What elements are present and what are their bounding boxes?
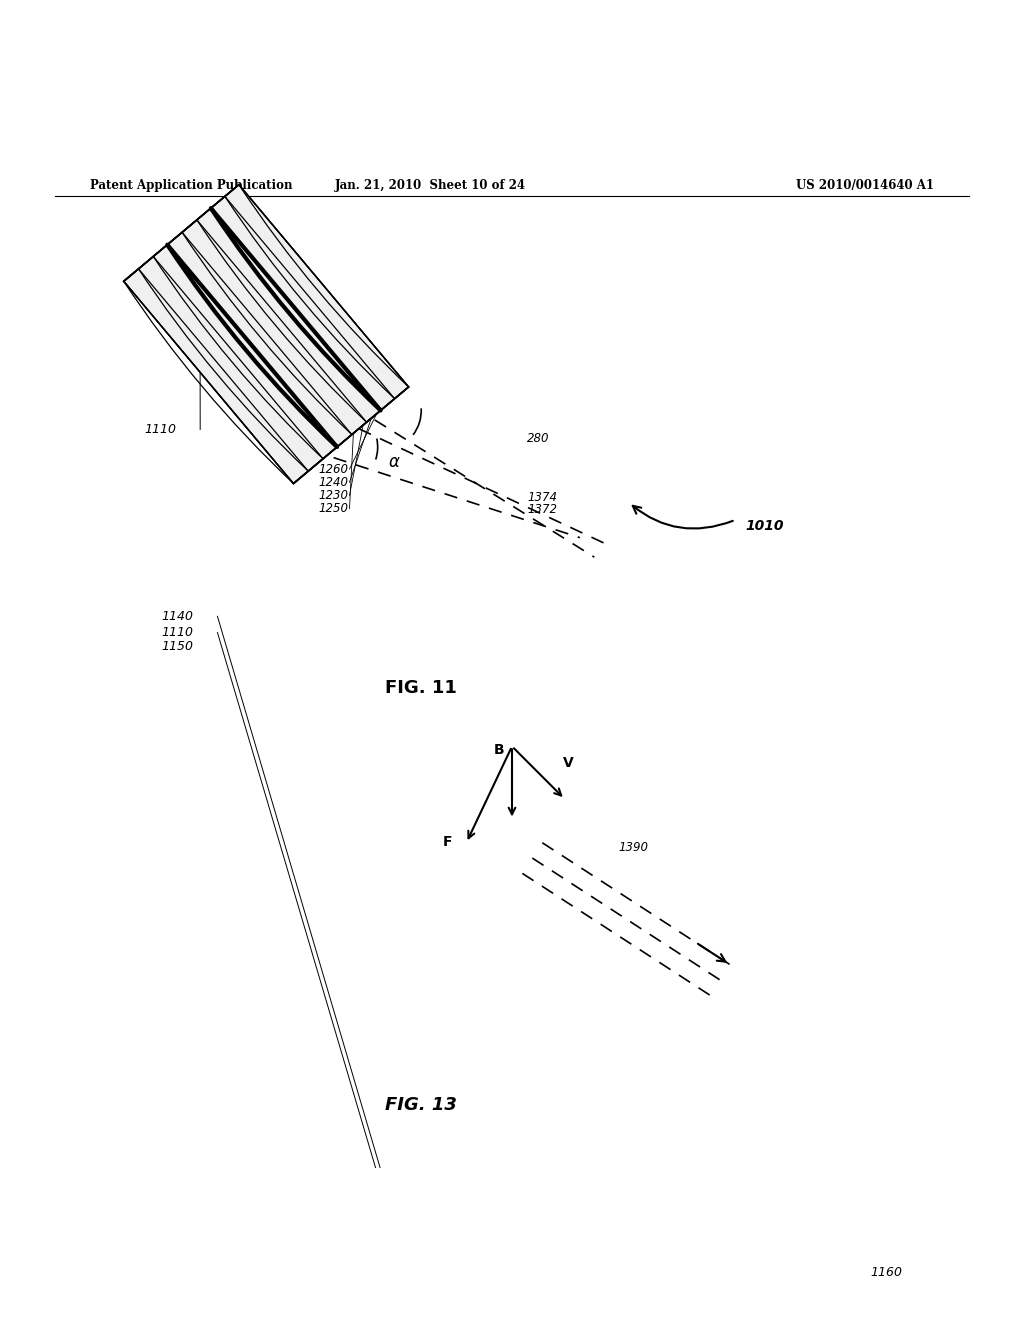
Polygon shape [731,1257,809,1269]
Polygon shape [377,1315,418,1320]
Polygon shape [317,1265,806,1320]
Text: 1010: 1010 [745,519,784,533]
Polygon shape [377,1300,418,1313]
Text: FIG. 13: FIG. 13 [385,1096,457,1114]
Text: FIG. 11: FIG. 11 [385,680,457,697]
Polygon shape [124,185,409,483]
Text: 1240: 1240 [318,475,348,488]
Text: 1372: 1372 [527,503,557,516]
Text: 1382: 1382 [306,395,336,408]
Text: 1390: 1390 [618,841,648,854]
Polygon shape [263,1272,865,1320]
Text: $\alpha$: $\alpha$ [388,453,400,471]
Polygon shape [240,1284,891,1320]
Text: 1230: 1230 [318,488,348,502]
Text: 1110: 1110 [162,626,194,639]
Text: 1160: 1160 [870,1266,902,1279]
Text: $\beta$: $\beta$ [389,374,400,396]
Text: 1374: 1374 [527,491,557,504]
Polygon shape [806,1272,931,1295]
Text: B: B [494,743,505,758]
Text: US 2010/0014640 A1: US 2010/0014640 A1 [796,180,934,193]
Polygon shape [354,1258,766,1320]
Text: 1250: 1250 [318,502,348,515]
Text: 280: 280 [527,432,550,445]
Text: 1110: 1110 [144,422,176,436]
Text: 1140: 1140 [162,610,194,623]
Text: 1260: 1260 [318,462,348,475]
Text: V: V [563,755,573,770]
Text: 1384: 1384 [306,383,336,395]
Text: Patent Application Publication: Patent Application Publication [90,180,293,193]
Text: Jan. 21, 2010  Sheet 10 of 24: Jan. 21, 2010 Sheet 10 of 24 [335,180,526,193]
Text: F: F [443,834,453,849]
Polygon shape [377,1284,418,1298]
Text: 1150: 1150 [162,640,194,653]
